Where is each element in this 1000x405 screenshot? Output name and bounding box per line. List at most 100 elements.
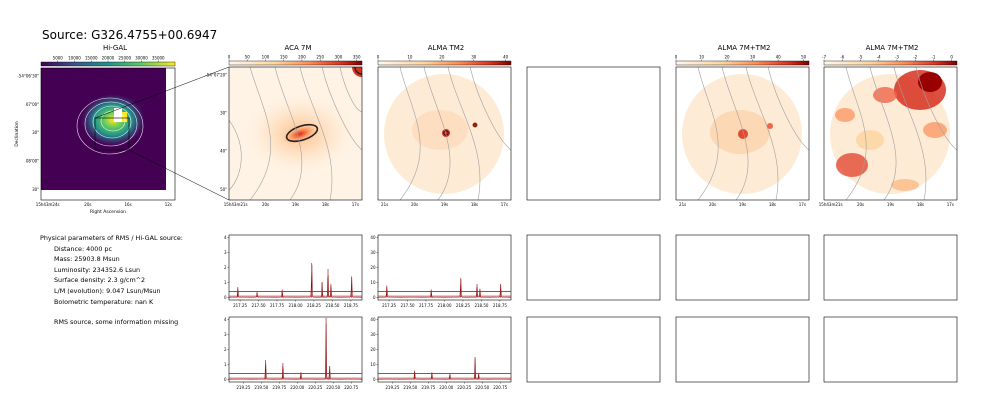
info-line: Bolometric temperature: nan K <box>54 297 154 306</box>
colorbar-tick-label: 300 <box>335 55 343 60</box>
x-tick-label: 217.25 <box>233 303 247 308</box>
spectrum-frame <box>377 234 512 301</box>
info-line: Mass: 25903.8 Msun <box>54 255 120 264</box>
x-tick-label: 17s <box>352 202 359 207</box>
aca7m-frame <box>228 66 363 201</box>
y-tick-label: 0 <box>373 295 376 300</box>
x-tick-label: 218.75 <box>493 303 507 308</box>
colorbar-alma7mtm2 <box>675 60 810 66</box>
higal-ylabel: Declination <box>14 121 20 147</box>
x-tick-label: 17s <box>947 202 954 207</box>
higal-xlabel: Right Ascension <box>90 209 126 215</box>
x-tick-label: 16s <box>125 202 132 207</box>
x-tick-label: 20s <box>262 202 269 207</box>
colorbar-ticks-alma7mtm2: 0 10 20 30 40 50 <box>675 55 807 61</box>
colorbar-tick-label: 40 <box>776 55 782 60</box>
aca7m-image <box>229 67 362 200</box>
x-tick-label: 15h43m21s <box>819 202 843 207</box>
y-tick-label: 20 <box>370 347 376 352</box>
x-tick-label: 18s <box>769 202 776 207</box>
colorbar-tick-label: -5 <box>858 55 862 60</box>
colorbar-ticks-higal: 5000 10000 15000 20000 25000 30000 35000 <box>53 56 165 62</box>
colorbar-tick-label: -7 <box>822 55 826 60</box>
colorbar-tick-label: 10 <box>699 55 705 60</box>
y-tick-label: 40 <box>370 235 376 240</box>
x-tick-label: 217.75 <box>419 303 433 308</box>
x-tick-label: 218.50 <box>474 303 488 308</box>
y-tick-label: 3 <box>224 250 227 255</box>
empty-spectrum-panel <box>526 234 661 301</box>
colorbar-tick-label: 50 <box>801 55 807 60</box>
info-heading: Physical parameters of RMS / Hi-GAL sour… <box>40 234 183 242</box>
empty-panel <box>526 66 661 201</box>
y-tick-label: 30 <box>370 332 376 337</box>
x-tick-label: 20s <box>411 202 418 207</box>
zoom-lines <box>94 66 230 201</box>
x-ticks-aca7m: 15h43m21s 20s 19s 18s 17s <box>224 202 359 207</box>
empty-spectrum-panel <box>675 234 810 301</box>
info-line: Distance: 4000 pc <box>54 244 112 253</box>
x-tick-label: 218.00 <box>438 303 452 308</box>
colorbar-tick-label: 30 <box>471 55 477 60</box>
x-tick-label: 19s <box>887 202 894 207</box>
x-tick-label: 220.50 <box>475 385 489 390</box>
x-tick-label: 17s <box>799 202 806 207</box>
spectrum-aca-row2: 0 1 2 3 4 219.25 219.50 219.75 220.00 220.25 220.5… <box>224 316 363 390</box>
x-tick-label: 220.00 <box>290 385 304 390</box>
y-tick-label: 10 <box>370 280 376 285</box>
y-tick-label: 30 <box>370 250 376 255</box>
higal-image <box>41 68 175 200</box>
y-tick-label: 3 <box>224 332 227 337</box>
colorbar-tick-label: 20000 <box>102 56 115 61</box>
colorbar-tick-label: 0 <box>228 55 231 60</box>
x-tick-label: 12s <box>165 202 172 207</box>
x-tick-label: 218.00 <box>289 303 303 308</box>
x-tick-label: 19s <box>739 202 746 207</box>
x-tick-label: 19s <box>441 202 448 207</box>
alma7mtm2-b-image <box>824 67 957 200</box>
y-tick-label: 30" <box>220 111 227 116</box>
y-tick-label: 4 <box>224 235 227 240</box>
spectrum-trace <box>228 323 362 380</box>
x-ticks-almatm2: 21s 20s 19s 18s 17s <box>381 202 508 207</box>
x-tick-label: 220.50 <box>326 385 340 390</box>
y-tick-label: 1 <box>224 362 227 367</box>
y-tick-label: 40 <box>370 317 376 322</box>
x-tick-label: 220.75 <box>344 385 358 390</box>
x-tick-label: 219.75 <box>272 385 286 390</box>
colorbar-ticks-almatm2: 0 10 20 30 40 <box>377 55 509 61</box>
colorbar-tick-label: -6 <box>840 55 844 60</box>
x-tick-label: 218.25 <box>307 303 321 308</box>
spectrum-frame <box>377 316 512 383</box>
colorbar-tick-label: 30 <box>750 55 756 60</box>
spectrum-trace <box>377 358 511 380</box>
colorbar-tick-label: 50 <box>245 55 251 60</box>
colorbar-tick-label: -3 <box>895 55 899 60</box>
spectrum-tm2-row1: 0 10 20 30 40 217.25 217.50 217.75 218.00 218.25 2… <box>370 234 512 308</box>
colorbar-tick-label: 40 <box>503 55 509 60</box>
x-tick-label: 21s <box>381 202 388 207</box>
x-tick-label: 219.25 <box>236 385 250 390</box>
y-tick-label: 50" <box>220 187 227 192</box>
x-ticks-higal: 15h43m24s 20s 16s 12s <box>36 202 172 207</box>
panel-title-aca7m: ACA 7M <box>284 44 312 52</box>
panel-title-higal: Hi-GAL <box>102 44 128 52</box>
spectrum-frame <box>228 316 363 383</box>
panel-title-almatm2: ALMA TM2 <box>427 44 465 52</box>
colorbar-tick-label: 5000 <box>53 56 64 61</box>
x-tick-label: 218.75 <box>344 303 358 308</box>
y-tick-label: 2 <box>224 347 227 352</box>
x-tick-label: 217.50 <box>252 303 266 308</box>
x-tick-label: 20s <box>857 202 864 207</box>
almatm2-image <box>378 67 511 200</box>
y-tick-label: 0 <box>224 295 227 300</box>
x-tick-label: 17s <box>501 202 508 207</box>
info-line: Surface density: 2.3 g/cm^2 <box>54 276 146 285</box>
figure-title: Source: G326.4755+00.6947 <box>42 28 218 42</box>
info-line: L/M (evolution): 9.047 Lsun/Msun <box>54 286 161 295</box>
y-tick-label: 30" <box>32 187 39 192</box>
y-tick-label: 07'00" <box>26 102 39 107</box>
spectrum-trace <box>228 265 362 299</box>
y-tick-label: -54°06'30" <box>17 73 39 78</box>
x-tick-label: 15h43m21s <box>224 202 248 207</box>
